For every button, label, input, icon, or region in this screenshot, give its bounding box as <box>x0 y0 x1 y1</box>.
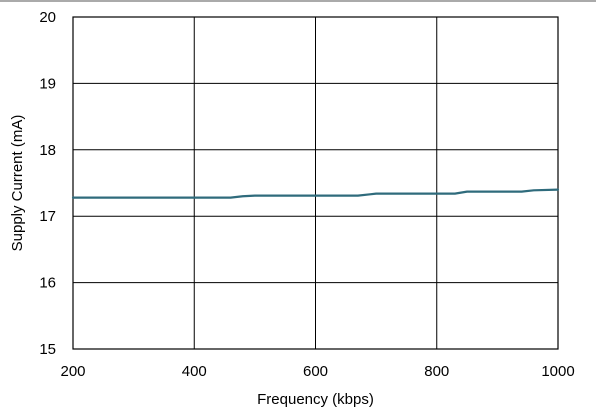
x-tick-label: 600 <box>303 363 328 380</box>
x-tick-label: 800 <box>424 363 449 380</box>
y-tick-label: 17 <box>39 208 56 225</box>
x-tick-label: 1000 <box>541 363 574 380</box>
y-axis-title: Supply Current (mA) <box>9 115 26 252</box>
series-group <box>71 188 560 199</box>
y-tick-label: 19 <box>39 75 56 92</box>
y-tick-label: 16 <box>39 275 56 292</box>
x-tick-label: 400 <box>182 363 207 380</box>
y-tick-label: 15 <box>39 341 56 358</box>
y-tick-label: 20 <box>39 9 56 26</box>
series-line <box>71 188 560 199</box>
y-tick-label: 18 <box>39 142 56 159</box>
x-tick-labels: 200 400 600 800 1000 <box>60 363 574 380</box>
x-axis-title: Frequency (kbps) <box>257 391 374 408</box>
grid-lines <box>73 17 558 349</box>
y-tick-labels: 15 16 17 18 19 20 <box>39 9 56 358</box>
plot-frame <box>72 16 559 350</box>
x-tick-label: 200 <box>60 363 85 380</box>
